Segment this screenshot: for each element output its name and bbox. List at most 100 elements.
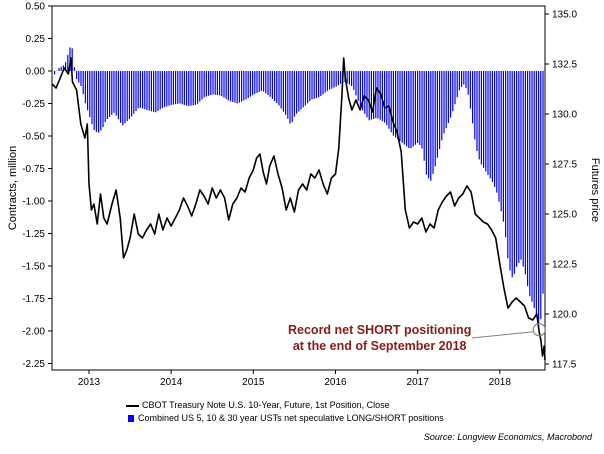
position-bar-78 [225,71,227,99]
position-bar-128 [335,71,337,87]
position-bar-154 [392,71,394,136]
position-bar-87 [245,71,247,100]
position-bar-33 [126,71,128,122]
chart-annotation: Record net SHORT positioning at the end … [288,322,471,354]
position-bar-27 [113,71,115,113]
position-bar-135 [351,71,353,87]
position-bar-5 [65,62,67,71]
position-bar-204 [502,71,504,222]
left-tick-label-11: -2.25 [22,359,45,370]
position-bar-57 [179,71,181,104]
position-bar-190 [472,71,474,124]
position-bar-153 [390,71,392,133]
position-bar-63 [192,71,194,106]
position-bar-58 [181,71,183,105]
left-tick-label-4: -0.50 [22,132,45,143]
position-bar-201 [496,71,498,193]
position-bar-214 [524,71,526,275]
position-bar-43 [148,71,150,111]
position-bar-101 [276,71,278,104]
position-bar-202 [498,71,500,202]
position-bar-144 [370,71,372,120]
position-bar-28 [115,71,117,116]
position-bar-191 [474,71,476,140]
position-bar-205 [505,71,507,238]
position-bar-193 [478,71,480,160]
position-bar-91 [254,71,256,94]
position-bar-37 [135,71,137,112]
position-bar-18 [93,71,95,130]
position-bar-48 [159,71,161,110]
position-bar-152 [388,71,390,129]
right-axis-title: Futures price [589,158,601,222]
position-bar-29 [117,71,119,120]
position-bar-116 [309,71,311,102]
position-bar-44 [150,71,152,112]
position-bar-157 [399,71,401,142]
position-bar-127 [333,71,335,88]
position-bar-55 [175,71,177,105]
position-bar-50 [164,71,166,108]
position-bar-80 [230,71,232,102]
position-bar-145 [373,71,375,119]
position-bar-105 [285,71,287,115]
position-bar-47 [157,71,159,111]
position-bar-73 [214,71,216,95]
position-bar-64 [194,71,196,105]
position-bar-6 [67,54,69,71]
position-bar-208 [511,71,513,278]
x-tick-label-1: 2014 [160,377,183,388]
position-bar-215 [527,71,529,287]
annotation-line-2: at the end of September 2018 [292,339,467,353]
futures-price-line [51,57,546,361]
position-bar-159 [403,71,405,145]
left-tick-label-1: 0.25 [26,34,46,45]
position-bar-104 [282,71,284,112]
position-bar-122 [322,71,324,95]
position-bar-19 [95,71,97,133]
right-tick-label-7: 117.5 [552,360,577,371]
position-bar-52 [168,71,170,106]
legend-line-swatch [126,404,139,407]
position-bar-17 [91,71,93,125]
position-bar-68 [203,71,205,98]
position-bar-12 [80,71,82,87]
position-bar-112 [300,71,302,110]
position-bar-3 [60,66,62,71]
position-bar-221 [540,71,542,320]
position-bar-25 [109,71,111,117]
position-bar-82 [234,71,236,103]
position-bar-119 [315,71,317,99]
position-bar-210 [516,71,518,267]
position-bar-76 [221,71,223,97]
position-bar-117 [311,71,313,100]
left-tick-label-5: -0.75 [22,164,45,175]
position-bar-186 [463,71,465,85]
position-bar-222 [542,71,544,294]
left-tick-label-2: 0.00 [26,67,46,78]
position-bar-161 [408,71,410,149]
position-bar-129 [337,71,339,86]
position-bar-158 [401,71,403,143]
position-bar-8 [71,48,73,71]
legend-label-futures: CBOT Treasury Note U.S. 10-Year, Future,… [142,400,390,410]
plot-frame [51,5,546,371]
position-bar-166 [419,71,421,145]
position-bar-206 [507,71,509,259]
position-bar-2 [58,68,60,71]
position-bar-198 [489,71,491,179]
x-tick-label-5: 2018 [489,377,512,388]
position-bar-83 [236,71,238,104]
position-bar-218 [533,71,535,308]
position-bar-196 [485,71,487,172]
position-bar-45 [153,71,155,113]
left-tick-label-3: -0.25 [22,99,45,110]
position-bar-156 [397,71,399,140]
position-bar-219 [535,71,537,315]
position-bar-106 [287,71,289,119]
position-bar-109 [293,71,295,117]
x-tick-label-3: 2016 [324,377,347,388]
left-tick-label-0: 0.50 [26,2,46,13]
position-bar-56 [177,71,179,104]
position-bar-53 [170,71,172,105]
